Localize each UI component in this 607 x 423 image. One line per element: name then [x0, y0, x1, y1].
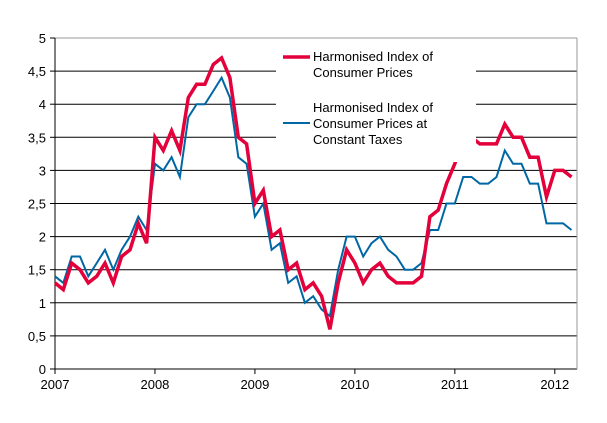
x-tick-label: 2012 [540, 377, 569, 392]
y-tick-label: 3,5 [28, 130, 46, 145]
y-tick-labels: 0 0,5 1 1,5 2 2,5 3 3,5 4 4,5 5 [28, 31, 46, 377]
x-tick-label: 2010 [340, 377, 369, 392]
x-tick-label: 2007 [41, 377, 70, 392]
x-tick-label: 2008 [140, 377, 169, 392]
legend-label-ct-2: Consumer Prices at [313, 116, 428, 131]
series-lines [53, 55, 573, 330]
legend-label-hicp-1: Harmonised Index of [313, 49, 433, 64]
x-tick-label: 2009 [240, 377, 269, 392]
y-tick-label: 0 [39, 362, 46, 377]
series-line-constant-taxes [54, 75, 573, 318]
y-tick-label: 2 [39, 230, 46, 245]
y-tick-label: 2,5 [28, 197, 46, 212]
legend-label-ct-3: Constant Taxes [313, 132, 403, 147]
y-tick-label: 1 [39, 296, 46, 311]
series-line-hicp [53, 55, 573, 330]
y-tick-label: 5 [39, 31, 46, 46]
legend-label-ct-1: Harmonised Index of [313, 100, 433, 115]
y-tick-label: 4 [39, 97, 46, 112]
y-tick-label: 0,5 [28, 329, 46, 344]
x-tick-labels: 2007 2008 2009 2010 2011 2012 [41, 377, 570, 392]
legend-label-hicp-2: Consumer Prices [313, 65, 413, 80]
y-tick-label: 3 [39, 163, 46, 178]
y-tick-label: 4,5 [28, 64, 46, 79]
legend-background [276, 44, 476, 162]
axes [50, 37, 578, 374]
legend: Harmonised Index of Consumer Prices Harm… [276, 44, 476, 162]
x-tick-label: 2011 [441, 377, 469, 392]
y-tick-label: 1,5 [28, 263, 46, 278]
